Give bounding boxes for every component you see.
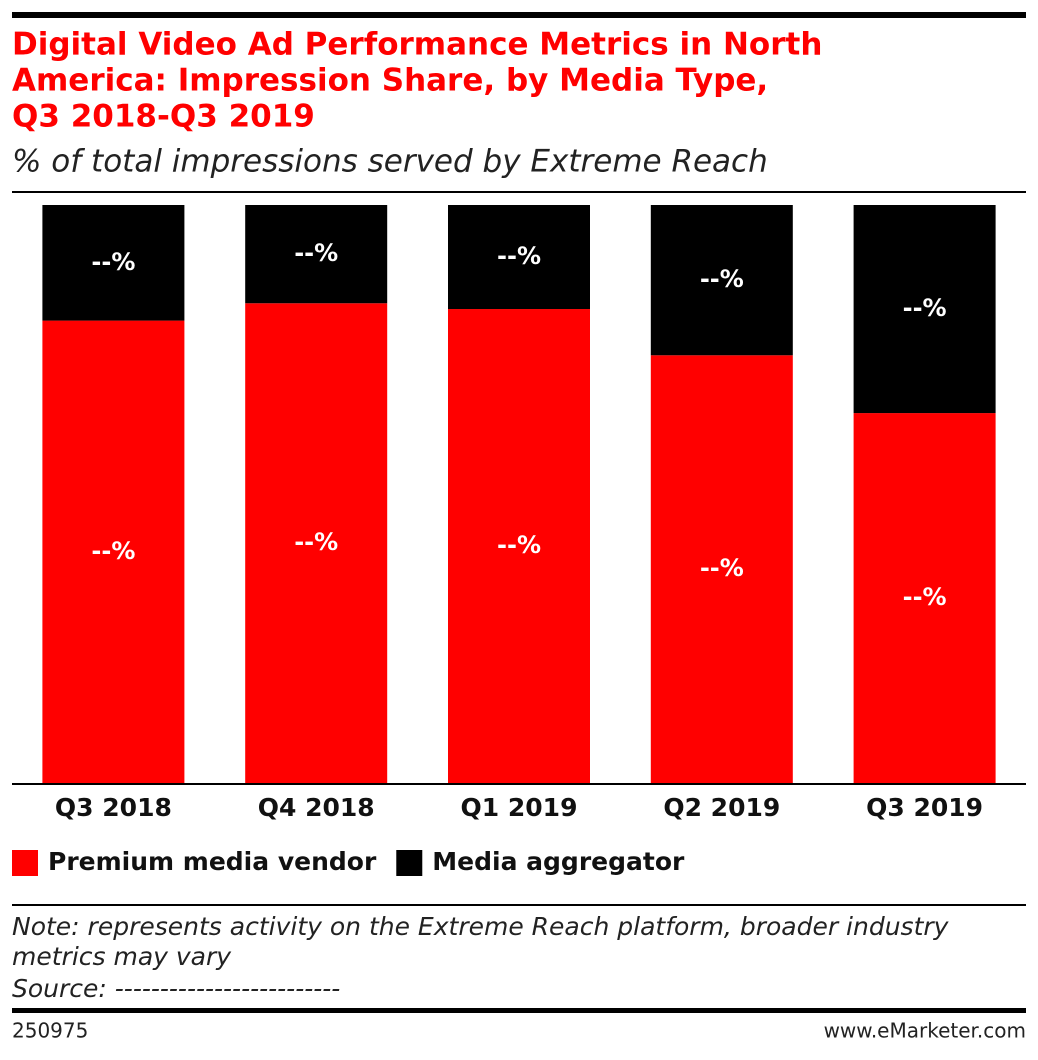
top-rule — [12, 12, 1026, 18]
bar-segment — [42, 320, 185, 783]
note: metrics may vary — [12, 942, 232, 971]
chart-id: 250975 — [12, 1019, 88, 1043]
x-tick-label: Q4 2018 — [258, 793, 375, 822]
bar-segment — [42, 205, 185, 321]
legend-label: Premium media vendor — [48, 847, 377, 876]
website: www.eMarketer.com — [824, 1019, 1026, 1043]
x-tick-label: Q1 2019 — [461, 793, 578, 822]
value-label: --% — [497, 242, 541, 270]
chart-title: Q3 2018-Q3 2019 — [12, 99, 315, 135]
value-label: --% — [700, 554, 744, 582]
value-label: --% — [294, 239, 338, 267]
bar-segment — [853, 205, 996, 414]
chart-title: America: Impression Share, by Media Type… — [12, 63, 768, 99]
bar-segment — [650, 205, 793, 356]
value-label: --% — [497, 531, 541, 559]
source: Source: ------------------------- — [12, 974, 340, 1003]
x-tick-label: Q3 2018 — [55, 793, 172, 822]
value-label: --% — [700, 265, 744, 293]
value-label: --% — [903, 294, 947, 322]
bar-segment — [245, 303, 388, 783]
value-label: --% — [294, 528, 338, 556]
bar-segment — [853, 413, 996, 783]
legend-label: Media aggregator — [432, 847, 685, 876]
bar-segment — [448, 309, 590, 783]
x-tick-label: Q3 2019 — [866, 793, 983, 822]
value-label: --% — [91, 537, 135, 565]
bar-segment — [245, 205, 388, 304]
chart-title: Digital Video Ad Performance Metrics in … — [12, 27, 822, 63]
chart-subtitle: % of total impressions served by Extreme… — [12, 144, 768, 180]
bar-segment — [448, 205, 590, 310]
legend-swatch — [12, 850, 38, 876]
x-tick-label: Q2 2019 — [663, 793, 780, 822]
note: Note: represents activity on the Extreme… — [12, 912, 950, 941]
bar-segment — [650, 355, 793, 783]
bottom-rule — [12, 1008, 1026, 1013]
legend-swatch — [396, 850, 423, 876]
value-label: --% — [91, 248, 135, 276]
value-label: --% — [903, 583, 947, 611]
